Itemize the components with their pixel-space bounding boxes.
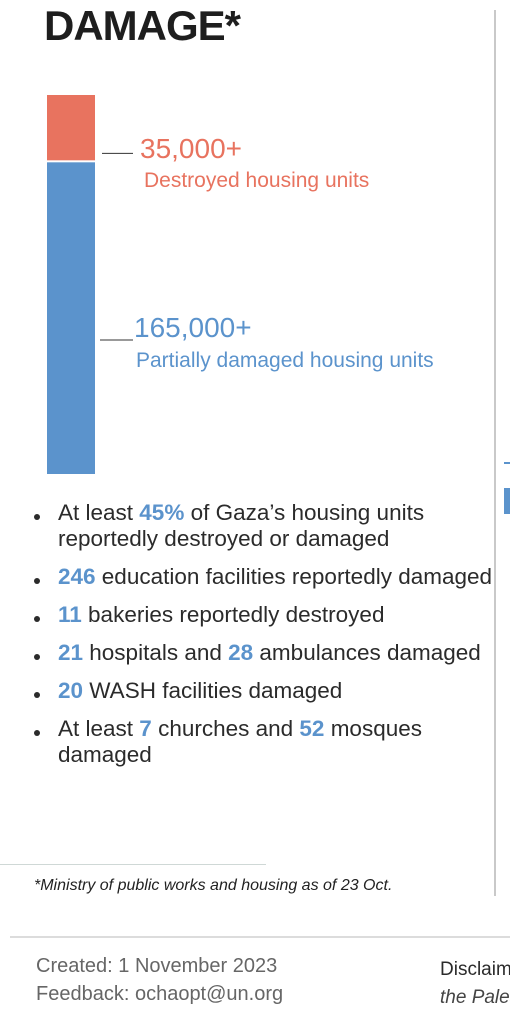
adjacent-panel-mark: [504, 462, 510, 464]
destroyed-series-label: Destroyed housing units: [144, 169, 370, 193]
fact-text: At least: [58, 500, 140, 525]
fact-number: 21: [58, 640, 84, 665]
fact-text: education facilities reportedly damaged: [95, 564, 493, 589]
fact-text: mosques: [324, 716, 422, 741]
fact-text: bakeries reportedly destroyed: [81, 602, 385, 627]
source-footnote: *Ministry of public works and housing as…: [34, 877, 393, 894]
fact-number: 7: [139, 716, 152, 741]
fact-text: churches and: [151, 716, 300, 741]
fact-text: At least: [58, 716, 140, 741]
fact-number: 20: [58, 678, 84, 703]
fact-item: At least 7 churches and 52 mosques damage…: [30, 716, 500, 768]
footer-disclaimer: Disclaimer the Palestinian: [440, 956, 510, 1012]
fact-text: damaged: [58, 742, 152, 767]
footer-credits: Created: 1 November 2023 Feedback: ochao…: [36, 952, 283, 1008]
feedback-email[interactable]: Feedback: ochaopt@un.org: [36, 983, 284, 1005]
fact-text: reportedly destroyed or damaged: [58, 526, 390, 551]
key-facts-list: At least 45% of Gaza’s housing units repo…: [30, 500, 500, 780]
fact-item: 246 education facilities reportedly dama…: [30, 564, 500, 590]
created-date: Created: 1 November 2023: [36, 955, 278, 977]
fact-item: At least 45% of Gaza’s housing units repo…: [30, 500, 500, 552]
fact-number: 45%: [139, 500, 185, 525]
fact-number: 28: [228, 640, 254, 665]
bullet-dot-icon: [34, 654, 40, 660]
bar-segment-gap: [47, 160, 95, 163]
adjacent-panel-bar: [504, 488, 510, 514]
disclaimer-text: the Palestinian: [440, 987, 510, 1008]
footer-divider: [10, 936, 510, 938]
fact-item: 20 WASH facilities damaged: [30, 678, 500, 704]
page-title: DAMAGE*: [44, 2, 241, 49]
fact-text: hospitals and: [83, 640, 229, 665]
footnote-divider: [0, 864, 266, 865]
partial-value-label: 165,000+: [134, 312, 252, 343]
bullet-dot-icon: [34, 730, 40, 736]
bar-partial: [47, 162, 95, 474]
fact-item: 21 hospitals and 28 ambulances damaged: [30, 640, 500, 666]
bar-destroyed: [47, 95, 95, 162]
partial-series-label: Partially damaged housing units: [136, 349, 434, 372]
housing-damage-chart: [47, 95, 133, 474]
destroyed-value-label: 35,000+: [140, 133, 242, 165]
bullet-dot-icon: [34, 514, 40, 520]
fact-number: 52: [299, 716, 325, 741]
column-divider: [494, 10, 496, 896]
fact-number: 11: [58, 602, 82, 627]
bullet-dot-icon: [34, 692, 40, 698]
fact-item: 11 bakeries reportedly destroyed: [30, 602, 500, 628]
fact-text: of Gaza’s housing units: [184, 500, 425, 525]
fact-text: WASH facilities damaged: [83, 678, 343, 703]
fact-number: 246: [58, 564, 96, 589]
bullet-dot-icon: [34, 616, 40, 622]
fact-text: ambulances damaged: [253, 640, 481, 665]
disclaimer-title: Disclaimer: [440, 959, 510, 980]
bullet-dot-icon: [34, 578, 40, 584]
